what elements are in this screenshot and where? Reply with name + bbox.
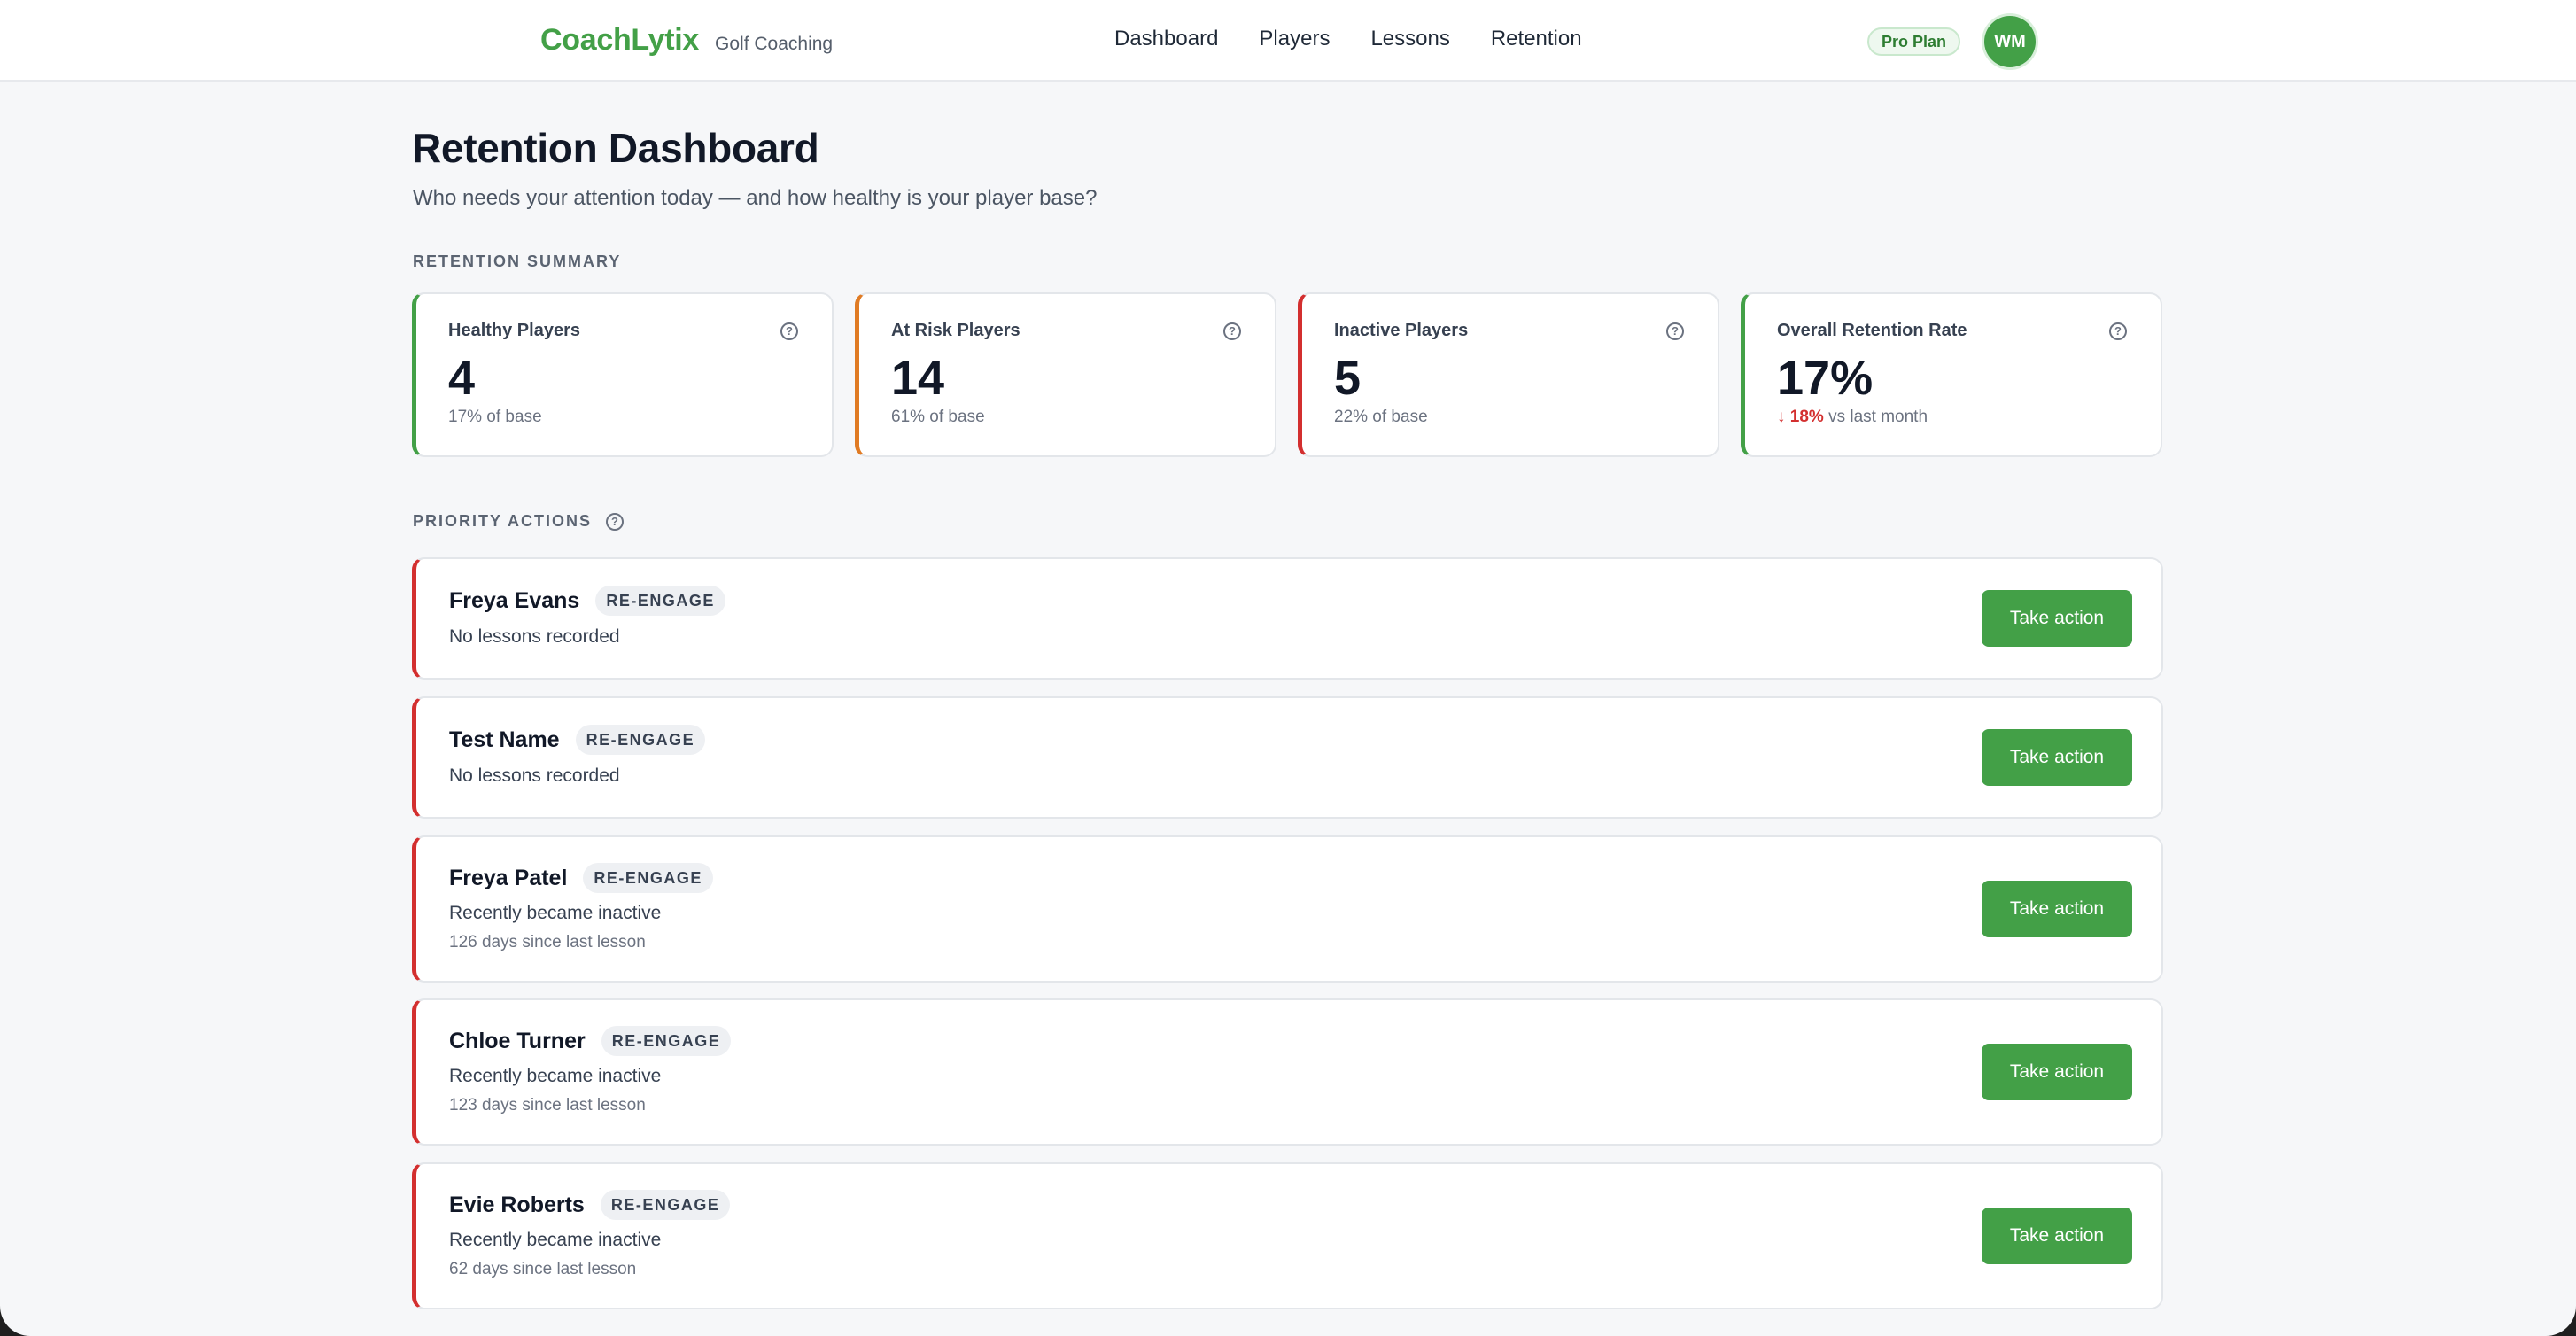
re-engage-tag: RE-ENGAGE xyxy=(601,1026,732,1056)
re-engage-tag: RE-ENGAGE xyxy=(595,586,725,616)
player-name[interactable]: Chloe Turner xyxy=(449,1028,586,1053)
help-icon[interactable]: ? xyxy=(2109,322,2127,340)
stat-card-retention-rate: Overall Retention Rate ? 17% ↓ 18% vs la… xyxy=(1741,292,2162,457)
player-name[interactable]: Freya Evans xyxy=(449,587,580,613)
re-engage-tag: RE-ENGAGE xyxy=(575,725,706,755)
take-action-button[interactable]: Take action xyxy=(1982,590,2132,647)
action-reason: Recently became inactive xyxy=(449,903,662,923)
top-nav-bar: CoachLytix Golf Coaching Dashboard Playe… xyxy=(0,0,2576,82)
stat-note: 17% of base xyxy=(448,408,542,426)
days-since-lesson: 126 days since last lesson xyxy=(449,933,646,952)
player-line: Test Name RE-ENGAGE xyxy=(449,725,706,755)
player-name[interactable]: Evie Roberts xyxy=(449,1192,585,1217)
brand-logo-text[interactable]: CoachLytix xyxy=(540,23,700,57)
take-action-button[interactable]: Take action xyxy=(1982,881,2132,937)
priority-action-row: Freya Patel RE-ENGAGE Recently became in… xyxy=(412,835,2163,983)
user-avatar[interactable]: WM xyxy=(1984,16,2036,67)
page-subtitle: Who needs your attention today — and how… xyxy=(413,186,1098,210)
stat-value: 5 xyxy=(1334,352,1362,405)
re-engage-tag: RE-ENGAGE xyxy=(600,1190,731,1220)
days-since-lesson: 62 days since last lesson xyxy=(449,1260,637,1278)
player-name[interactable]: Test Name xyxy=(449,726,560,752)
nav-retention[interactable]: Retention xyxy=(1490,27,1582,50)
stat-value: 14 xyxy=(891,352,945,405)
take-action-button[interactable]: Take action xyxy=(1982,729,2132,786)
days-since-lesson: 123 days since last lesson xyxy=(449,1096,646,1115)
stat-card-at-risk: At Risk Players ? 14 61% of base xyxy=(855,292,1276,457)
help-icon[interactable]: ? xyxy=(1666,322,1684,340)
stat-note: ↓ 18% vs last month xyxy=(1777,408,1928,427)
priority-action-row: Chloe Turner RE-ENGAGE Recently became i… xyxy=(412,998,2163,1146)
main-nav: Dashboard Players Lessons Retention xyxy=(1114,27,1582,51)
plan-badge: Pro Plan xyxy=(1867,27,1961,56)
stat-card-healthy: Healthy Players ? 4 17% of base xyxy=(412,292,834,457)
page-title: Retention Dashboard xyxy=(412,125,819,171)
player-name[interactable]: Freya Patel xyxy=(449,865,568,890)
stat-note: 61% of base xyxy=(891,408,985,426)
priority-action-row: Freya Evans RE-ENGAGE No lessons recorde… xyxy=(412,557,2163,680)
help-icon[interactable]: ? xyxy=(780,322,798,340)
player-line: Freya Patel RE-ENGAGE xyxy=(449,863,713,893)
brand-subtitle: Golf Coaching xyxy=(715,34,834,54)
re-engage-tag: RE-ENGAGE xyxy=(583,863,713,893)
brand[interactable]: CoachLytix Golf Coaching xyxy=(540,23,833,58)
action-reason: Recently became inactive xyxy=(449,1230,662,1250)
trend-note: vs last month xyxy=(1828,408,1928,426)
stat-card-inactive: Inactive Players ? 5 22% of base xyxy=(1298,292,1719,457)
trend-down-indicator: ↓ 18% xyxy=(1777,408,1824,426)
nav-players[interactable]: Players xyxy=(1259,27,1331,50)
stat-label: Healthy Players xyxy=(448,321,580,340)
priority-action-row: Test Name RE-ENGAGE No lessons recorded … xyxy=(412,696,2163,819)
stat-label: Overall Retention Rate xyxy=(1777,321,1967,340)
stat-value: 17% xyxy=(1777,352,1874,405)
help-icon[interactable]: ? xyxy=(1223,322,1241,340)
priority-actions-heading: PRIORITY ACTIONS ? xyxy=(413,512,625,531)
action-reason: No lessons recorded xyxy=(449,626,620,647)
player-line: Freya Evans RE-ENGAGE xyxy=(449,586,725,616)
retention-summary-heading: RETENTION SUMMARY xyxy=(413,252,622,270)
stat-note: 22% of base xyxy=(1334,408,1428,426)
nav-lessons[interactable]: Lessons xyxy=(1370,27,1450,50)
player-line: Chloe Turner RE-ENGAGE xyxy=(449,1026,732,1056)
nav-dashboard[interactable]: Dashboard xyxy=(1114,27,1219,50)
stat-label: At Risk Players xyxy=(891,321,1020,340)
player-line: Evie Roberts RE-ENGAGE xyxy=(449,1190,731,1220)
priority-actions-label: PRIORITY ACTIONS xyxy=(413,512,593,530)
priority-action-row: Evie Roberts RE-ENGAGE Recently became i… xyxy=(412,1162,2163,1309)
action-reason: No lessons recorded xyxy=(449,765,620,786)
stat-label: Inactive Players xyxy=(1334,321,1469,340)
stat-value: 4 xyxy=(448,352,476,405)
help-icon[interactable]: ? xyxy=(606,512,625,531)
action-reason: Recently became inactive xyxy=(449,1066,662,1086)
take-action-button[interactable]: Take action xyxy=(1982,1044,2132,1100)
take-action-button[interactable]: Take action xyxy=(1982,1208,2132,1264)
